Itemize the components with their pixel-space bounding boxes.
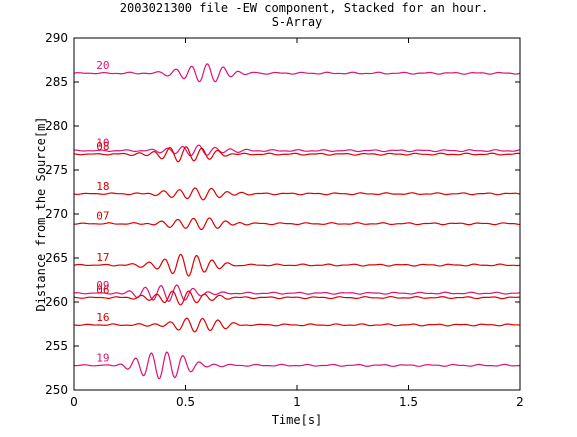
x-axis-label: Time[s] <box>272 413 323 427</box>
traces <box>73 63 521 380</box>
trace-07 <box>73 217 521 231</box>
chart-title: 2003021300 file -EW component, Stacked f… <box>120 1 488 15</box>
trace-17 <box>73 253 521 277</box>
trace-label-06: 06 <box>96 284 109 297</box>
trace-label-17: 17 <box>96 251 109 264</box>
y-tick-label: 260 <box>45 295 68 309</box>
trace-label-20: 20 <box>96 59 109 72</box>
trace-label-09: 09 <box>96 279 109 292</box>
x-tick-label: 1.5 <box>399 395 418 409</box>
trace-19 <box>73 351 521 380</box>
x-tick-label: 0 <box>70 395 78 409</box>
trace-06 <box>73 290 521 306</box>
trace-label-18: 18 <box>96 180 109 193</box>
y-axis: 250 255 260 265 270 275 280 285 290 <box>45 31 520 397</box>
y-tick-label: 280 <box>45 119 68 133</box>
y-tick-label: 285 <box>45 75 68 89</box>
trace-16 <box>73 317 521 333</box>
x-tick-label: 1 <box>293 395 301 409</box>
trace-label-08: 08 <box>96 140 109 153</box>
trace-label-16: 16 <box>96 311 109 324</box>
trace-label-07: 07 <box>96 210 109 223</box>
trace-08 <box>73 146 521 163</box>
x-axis: 0 0.5 1 1.5 2 <box>70 38 524 409</box>
y-tick-label: 290 <box>45 31 68 45</box>
trace-label-10: 10 <box>96 137 109 150</box>
x-tick-label: 0.5 <box>176 395 195 409</box>
y-tick-label: 250 <box>45 383 68 397</box>
chart-subtitle: S-Array <box>272 15 323 29</box>
plot-frame <box>73 37 521 391</box>
y-tick-label: 275 <box>45 163 68 177</box>
y-tick-label: 265 <box>45 251 68 265</box>
trace-18 <box>73 187 521 201</box>
x-tick-label: 2 <box>516 395 524 409</box>
y-tick-label: 270 <box>45 207 68 221</box>
trace-label-19: 19 <box>96 351 109 364</box>
trace-09 <box>73 284 521 303</box>
trace-10 <box>73 144 521 157</box>
y-tick-label: 255 <box>45 339 68 353</box>
y-axis-label: Distance from the Source[m] <box>34 116 48 311</box>
trace-20 <box>73 63 521 83</box>
